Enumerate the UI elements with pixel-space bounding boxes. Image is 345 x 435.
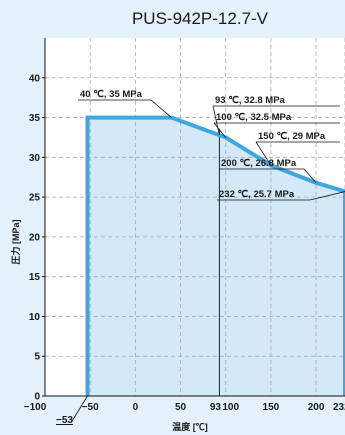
x-tick-label: 232: [333, 402, 345, 413]
chart-title: PUS-942P-12.7-V: [132, 9, 269, 28]
x-tick-label: 50: [175, 402, 187, 413]
annotation-label: 100 ℃, 32.5 MPa: [216, 112, 292, 123]
y-tick-label: 30: [29, 153, 41, 164]
annotation-label: 93 ℃, 32.8 MPa: [215, 95, 286, 106]
x-tick-label: 200: [308, 402, 325, 413]
annotation-label: 40 ℃, 35 MPa: [80, 89, 143, 100]
x-tick-label: 0: [133, 402, 139, 413]
y-tick-label: 25: [29, 193, 41, 204]
x-tick-label: −50: [82, 402, 99, 413]
annotation-label: 232 ℃, 25.7 MPa: [219, 189, 295, 200]
annotation-label: 200 ℃, 26.8 MPa: [221, 158, 297, 169]
y-tick-label: 20: [29, 232, 41, 243]
y-tick-label: 5: [34, 352, 40, 363]
annotation-label: 150 ℃, 29 MPa: [258, 131, 326, 142]
y-axis-label: 圧力 [MPa]: [10, 219, 21, 264]
y-tick-label: 10: [29, 312, 41, 323]
y-tick-label: 0: [34, 392, 40, 403]
x-tick-label: 93: [210, 402, 222, 413]
y-tick-label: 40: [29, 73, 41, 84]
y-tick-label: 15: [29, 272, 41, 283]
x-axis-label: 温度 [℃]: [172, 421, 208, 432]
min-temp-label: −53: [56, 415, 73, 426]
x-tick-label: 150: [263, 402, 280, 413]
x-tick-label: −100: [24, 402, 47, 413]
x-tick-label: 100: [222, 402, 239, 413]
y-tick-label: 35: [29, 113, 41, 124]
